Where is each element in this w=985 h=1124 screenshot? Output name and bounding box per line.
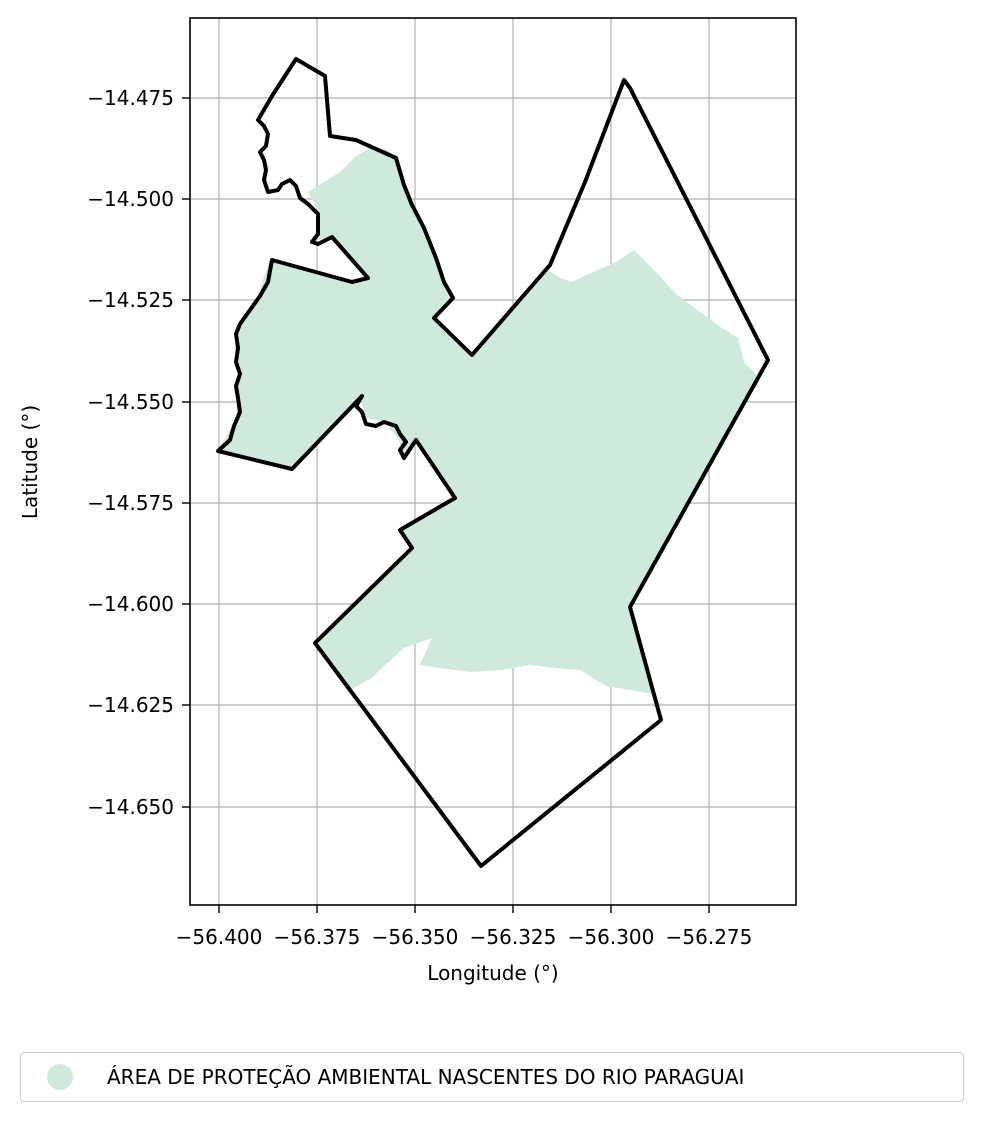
x-tick-label: −56.300 [568,925,655,949]
protected-area-fill [218,147,758,694]
legend: ÁREA DE PROTEÇÃO AMBIENTAL NASCENTES DO … [20,1052,964,1102]
legend-marker [47,1064,73,1090]
tick-marks [182,97,710,913]
y-tick-label: −14.525 [87,288,174,312]
y-tick-label: −14.625 [87,693,174,717]
x-tick-label: −56.275 [666,925,753,949]
plot-area: −56.400 −56.375 −56.350 −56.325 −56.300 … [18,17,797,985]
protected-area-boundary [216,57,770,868]
x-axis-label: Longitude (°) [427,961,558,985]
y-tick-label: −14.575 [87,491,174,515]
y-tick-labels: −14.475 −14.500 −14.525 −14.550 −14.575 … [87,86,174,819]
x-tick-label: −56.375 [274,925,361,949]
y-tick-label: −14.600 [87,592,174,616]
y-tick-label: −14.500 [87,187,174,211]
x-tick-label: −56.350 [372,925,459,949]
y-tick-label: −14.475 [87,86,174,110]
y-tick-label: −14.650 [87,795,174,819]
x-tick-label: −56.400 [176,925,263,949]
x-tick-labels: −56.400 −56.375 −56.350 −56.325 −56.300 … [176,925,753,949]
y-axis-label: Latitude (°) [18,405,42,519]
y-tick-label: −14.550 [87,390,174,414]
legend-label: ÁREA DE PROTEÇÃO AMBIENTAL NASCENTES DO … [107,1065,745,1089]
axes-frame [189,17,797,906]
x-tick-label: −56.325 [470,925,557,949]
